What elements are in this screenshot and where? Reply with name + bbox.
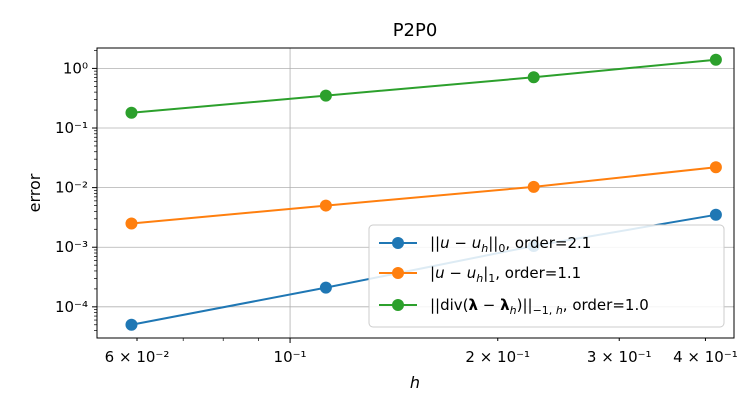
series-1-point-2	[319, 281, 332, 294]
y-tick-label-1: 10⁻⁴	[55, 298, 88, 316]
legend-label-series-1: ||u − uh||0, order=2.1	[430, 234, 591, 255]
series-2-point-4	[709, 161, 722, 174]
series-3-point-4	[709, 53, 722, 66]
y-tick-label-4: 10⁻¹	[55, 119, 88, 137]
series-1-point-1	[125, 318, 138, 331]
y-tick-label-2: 10⁻³	[55, 238, 88, 256]
legend: ||u − uh||0, order=2.1 |u − uh|1, order=…	[368, 224, 725, 328]
series-2-point-1	[125, 217, 138, 230]
legend-marker-series-3	[392, 299, 404, 311]
y-tick-label-5: 10⁰	[63, 59, 88, 77]
plot-frame	[96, 47, 735, 339]
legend-marker-series-2	[392, 267, 404, 279]
x-tick-label-4: 3 × 10⁻¹	[587, 348, 652, 366]
series-1-point-4	[709, 208, 722, 221]
chart-title: P2P0	[393, 20, 438, 41]
y-tick-label-3: 10⁻²	[55, 179, 88, 197]
series-2-point-3	[527, 180, 540, 193]
legend-label-series-3: ||div(λ − λh)||−1, h, order=1.0	[430, 296, 649, 317]
x-tick-label-1: 6 × 10⁻²	[105, 348, 170, 366]
legend-marker-series-1	[392, 237, 404, 249]
series-3-point-1	[125, 106, 138, 119]
series-3-point-3	[527, 71, 540, 84]
y-axis-label: error	[25, 173, 44, 212]
axis-ticks: 10⁻⁴ 10⁻³ 10⁻² 10⁻¹ 10⁰ 6 × 10⁻² 10⁻¹ 2 × 10⁻¹ 3…	[55, 50, 738, 366]
series-3-point-2	[319, 89, 332, 102]
legend-label-series-2: |u − uh|1, order=1.1	[430, 264, 581, 285]
x-tick-label-5: 4 × 10⁻¹	[673, 348, 738, 366]
series-2-point-2	[319, 199, 332, 212]
legend-box	[368, 224, 725, 328]
x-tick-label-2: 10⁻¹	[274, 348, 307, 366]
series-2-line	[131, 166, 716, 225]
series-3-line	[131, 58, 716, 114]
x-axis-label: h	[410, 373, 420, 392]
x-tick-label-3: 2 × 10⁻¹	[465, 348, 530, 366]
